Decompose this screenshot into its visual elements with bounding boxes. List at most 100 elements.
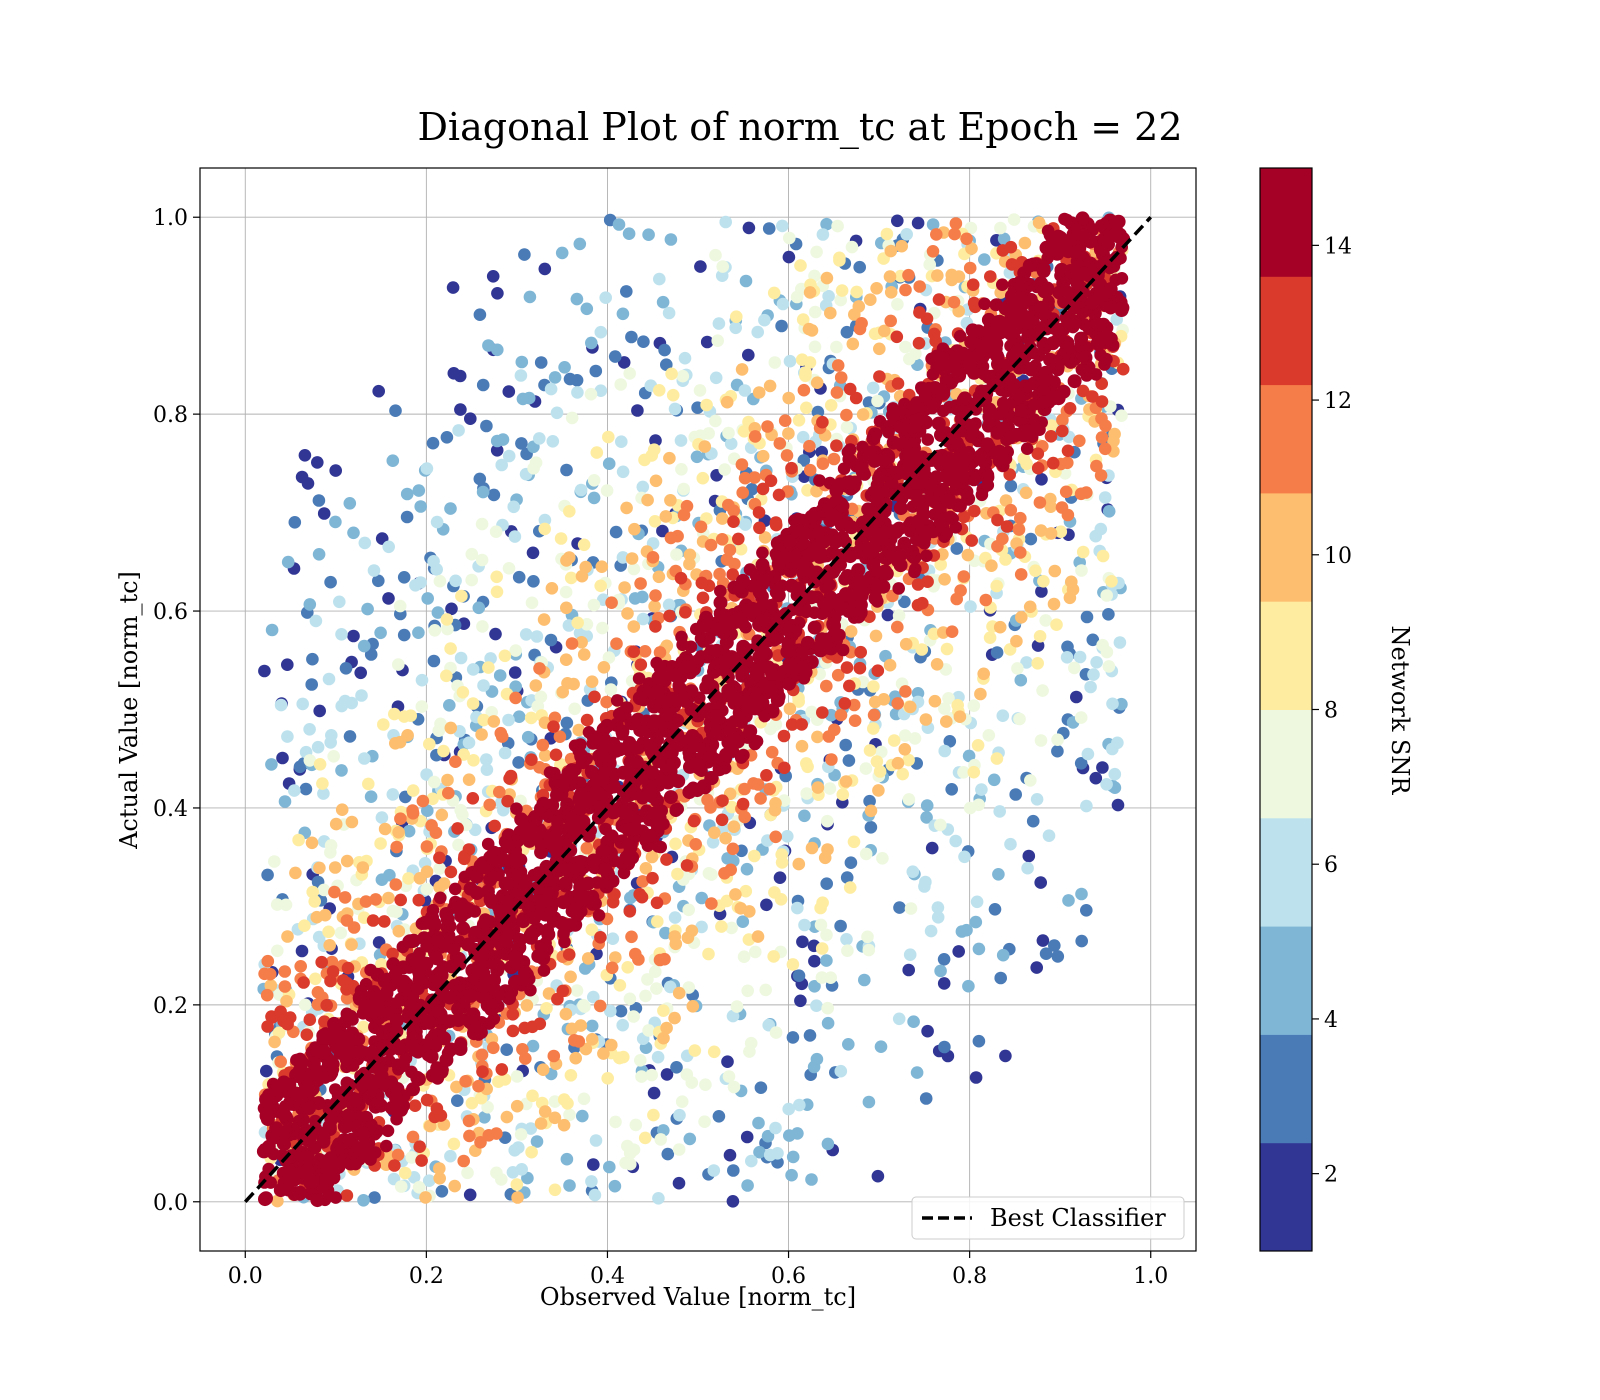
scatter-point [830,386,844,399]
scatter-point [1019,486,1033,500]
scatter-point [537,964,551,977]
scatter-point [572,776,587,791]
scatter-point [449,574,462,588]
scatter-point [884,286,898,299]
scatter-point [798,918,811,932]
scatter-point [329,515,342,529]
scatter-point [261,1020,274,1033]
scatter-point [676,369,690,383]
scatter-point [441,773,454,787]
scatter-point [816,896,829,909]
scatter-point [752,1116,765,1130]
scatter-point [1087,306,1102,321]
scatter-point [807,620,822,635]
scatter-point [323,939,337,952]
scatter-point [836,788,850,801]
scatter-point [893,901,906,914]
scatter-point [1080,610,1094,624]
scatter-point [427,654,441,668]
scatter-point [864,293,877,307]
scatter-point [709,414,722,428]
scatter-point [589,1134,603,1147]
scatter-point [502,449,516,463]
scatter-point [1024,532,1038,546]
scatter-point [459,1075,472,1088]
scatter-point [661,1147,675,1161]
scatter-point [568,702,581,716]
scatter-point [310,910,324,924]
scatter-point [563,372,577,386]
scatter-point [680,859,694,872]
scatter-point [840,661,854,674]
scatter-point [1102,660,1116,673]
scatter-point [281,930,294,943]
scatter-point [447,1137,461,1151]
scatter-point [907,1015,920,1028]
scatter-point [322,672,336,686]
scatter-point [406,804,419,817]
scatter-point [512,710,526,723]
scatter-point [848,308,861,321]
scatter-point [796,935,809,949]
scatter-point [767,286,781,300]
scatter-point [996,532,1009,546]
scatter-point [1007,213,1021,226]
scatter-point [475,553,489,567]
scatter-point [574,1019,588,1032]
scatter-point [1047,597,1061,611]
scatter-point [843,881,857,894]
scatter-point [934,964,947,978]
scatter-point [311,456,324,469]
scatter-point [657,1004,670,1017]
scatter-point [281,1017,294,1031]
scatter-point [994,971,1007,985]
scatter-point [926,245,940,258]
scatter-point [412,953,427,968]
scatter-point [432,724,446,737]
scatter-point [689,838,702,851]
scatter-point [963,801,977,815]
scatter-point [440,613,454,626]
scatter-point [884,244,898,258]
scatter-point [1034,734,1048,747]
scatter-point [1076,545,1090,559]
scatter-point [937,953,951,966]
scatter-point [765,745,779,759]
scatter-point [1087,668,1100,681]
scatter-point [580,841,594,855]
scatter-point [305,678,319,691]
scatter-point [799,366,812,379]
scatter-point [415,1154,428,1167]
scatter-point [862,1095,876,1109]
scatter-point [533,1017,547,1031]
scatter-point [382,592,395,605]
scatter-point [498,746,512,760]
scatter-point [983,631,997,644]
scatter-point [298,449,312,462]
scatter-point [668,402,682,416]
scatter-point [548,1111,562,1125]
scatter-point [260,988,274,1002]
scatter-point [340,976,354,990]
scatter-point [1011,662,1024,675]
scatter-point [1044,500,1057,513]
scatter-point [359,895,373,908]
scatter-point [732,532,745,546]
scatter-point [966,278,980,292]
scatter-point [627,1010,640,1023]
scatter-point [278,795,292,808]
scatter-point [600,484,614,497]
scatter-point [867,680,880,693]
scatter-point [1027,398,1040,412]
scatter-point [585,1175,598,1188]
scatter-point [264,979,278,992]
scatter-point [260,1064,273,1078]
scatter-point [831,219,844,233]
scatter-point [883,270,897,283]
scatter-point [592,909,606,922]
scatter-point [972,942,986,956]
scatter-point [1024,774,1037,787]
scatter-point [660,1021,673,1035]
scatter-point [390,905,403,919]
scatter-point [1090,459,1103,473]
